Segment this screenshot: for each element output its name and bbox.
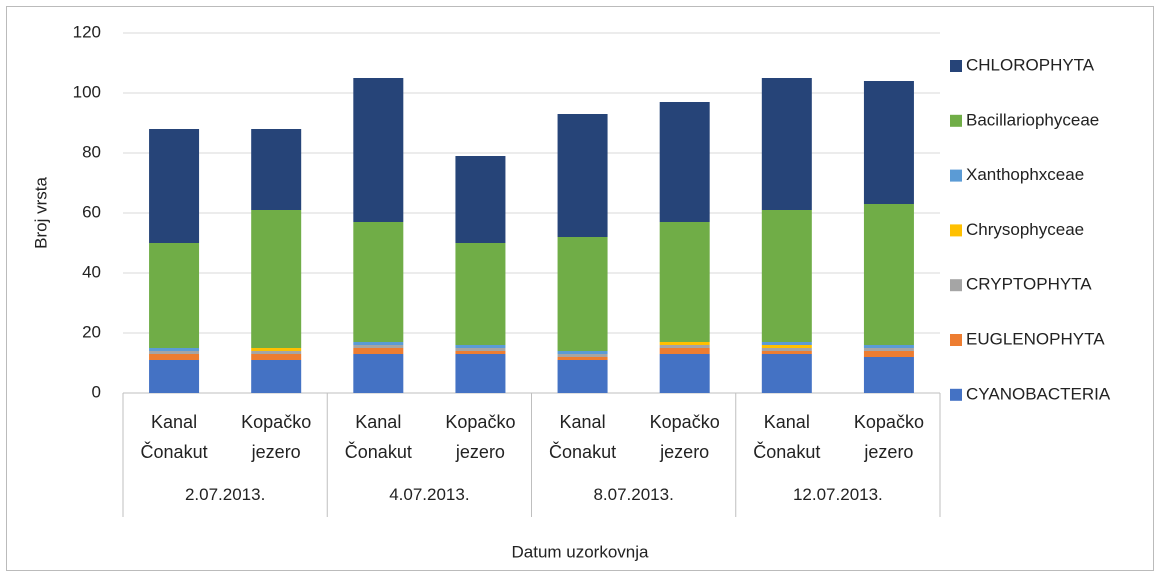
bar-segment [251,360,302,393]
y-tick-label: 60 [82,202,101,221]
bar-segment [761,351,812,354]
group-label: 4.07.2013. [389,485,469,504]
legend-swatch [950,388,962,401]
bar-segment [149,243,200,348]
legend-swatch [950,279,962,292]
y-tick-label: 20 [82,322,101,341]
y-tick-label: 40 [82,262,101,281]
bar-segment [557,114,608,237]
bar-segment [761,342,812,345]
bar-segment [659,102,710,222]
bar-segment [149,129,200,243]
legend-label: Xanthophxceae [966,165,1084,184]
legend-swatch [950,224,962,237]
bar-segment [251,348,302,351]
bar-segment [557,360,608,393]
bar-segment [455,243,506,345]
legend-swatch [950,169,962,182]
y-tick-label: 80 [82,142,101,161]
y-tick-label: 0 [92,382,101,401]
bar-segment [557,357,608,360]
x-tick-label: Kopačko jezero [445,412,516,462]
bar-segment [353,345,404,348]
bar-segment [659,354,710,393]
group-label: 2.07.2013. [185,485,265,504]
bar-segment [761,354,812,393]
bar-segment [353,348,404,354]
legend-swatch [950,334,962,346]
bar-segment [455,354,506,393]
legend-swatch [950,60,962,72]
bar-segment [455,156,506,243]
x-tick-label: Kanal Čonakut [344,412,412,462]
bar-segment [557,237,608,351]
bar-segment [557,354,608,357]
legend-label: CYANOBACTERIA [966,384,1111,403]
y-tick-label: 120 [73,22,101,41]
bar-segment [353,78,404,222]
bar-segment [251,351,302,354]
x-axis-title: Datum uzorkovnja [511,542,649,561]
bar-segment [659,345,710,348]
x-tick-label: Kopačko jezero [853,412,924,462]
bar-segment [251,210,302,348]
bar-segment [863,204,914,345]
bar-segment [863,81,914,204]
x-tick-label: Kopačko jezero [649,412,720,462]
x-tick-label: Kanal Čonakut [549,412,617,462]
legend-label: Chrysophyceae [966,220,1084,239]
bar-segment [353,222,404,342]
bar-segment [251,354,302,360]
bar-segment [557,351,608,354]
bar-segment [149,360,200,393]
bar-segment [455,351,506,354]
bar-segment [251,129,302,210]
bar-segment [863,351,914,357]
bar-segment [761,210,812,342]
bar-segment [149,351,200,354]
group-label: 12.07.2013. [793,485,883,504]
bar-segment [149,354,200,360]
y-tick-label: 100 [73,82,101,101]
bar-segment [149,348,200,351]
legend-label: Bacillariophyceae [966,110,1099,129]
legend-label: CRYPTOPHYTA [966,275,1092,294]
bar-segment [455,348,506,351]
group-label: 8.07.2013. [593,485,673,504]
bar-segment [659,222,710,342]
bar-segment [863,348,914,351]
bar-segment [761,345,812,348]
bar-segment [659,348,710,354]
bar-segment [761,78,812,210]
x-tick-label: Kopačko jezero [241,412,312,462]
bar-segment [863,345,914,348]
legend-label: EUGLENOPHYTA [966,329,1105,348]
bar-segment [353,354,404,393]
bar-segment [353,342,404,345]
x-tick-label: Kanal Čonakut [140,412,208,462]
bar-segment [659,342,710,345]
x-tick-label: Kanal Čonakut [753,412,821,462]
y-axis-title: Broj vrsta [31,177,50,249]
bar-segment [863,357,914,393]
legend-label: CHLOROPHYTA [966,55,1095,74]
legend-swatch [950,114,962,127]
bar-segment [455,345,506,348]
bar-segment [761,348,812,351]
